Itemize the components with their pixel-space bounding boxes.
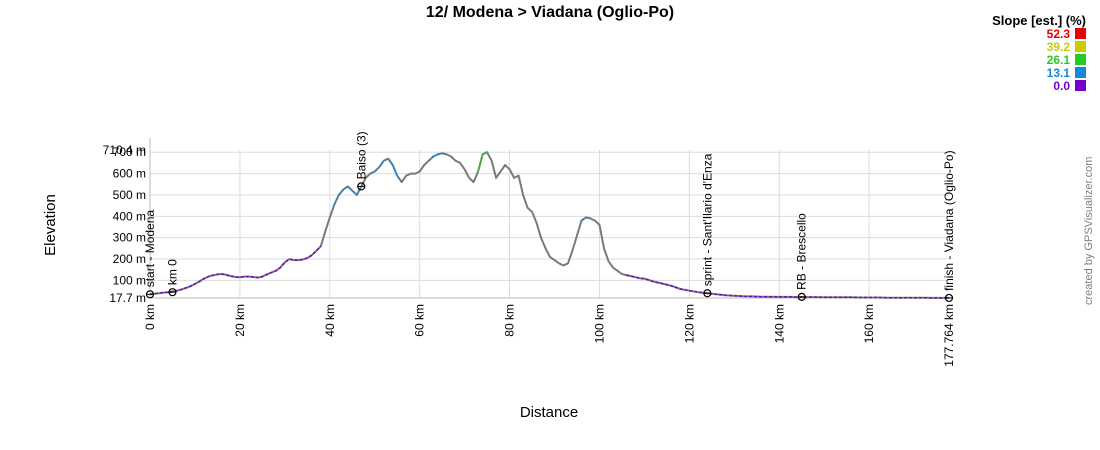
legend-entry-label: 13.1 (1046, 66, 1070, 80)
x-axis-title: Distance (520, 404, 578, 421)
x-tick-label: 40 km (323, 304, 337, 337)
legend-swatch (1075, 41, 1086, 52)
legend-title: Slope [est.] (%) (992, 13, 1086, 28)
y-tick-label: 710.4 m (103, 143, 146, 157)
slope-legend: Slope [est.] (%) 52.3 39.2 26.1 13.1 0.0 (992, 13, 1086, 93)
legend-swatch (1075, 67, 1086, 78)
chart-title: 12/ Modena > Viadana (Oglio-Po) (425, 4, 675, 21)
slope-segment (230, 245, 322, 279)
x-tick-label: 140 km (772, 304, 786, 343)
waypoint-label: finish - Viadana (Oglio-Po) (942, 150, 956, 291)
x-tick-label: 0 km (143, 304, 157, 330)
x-tick-label: 60 km (413, 304, 427, 337)
waypoint-label: sprint - Sant'Ilario d'Enza (700, 153, 714, 286)
waypoint-marker (168, 288, 177, 297)
waypoint-marker (145, 290, 155, 299)
waypoint-marker (797, 292, 806, 301)
y-tick-label: 500 m (113, 188, 146, 202)
legend-entry: 0.0 (992, 80, 1086, 93)
legend-entry-label: 39.2 (1046, 40, 1070, 54)
legend-entry: 52.3 (992, 28, 1086, 41)
x-tick-label: 177.764 km (942, 304, 956, 367)
waypoint-label: RB - Brescello (795, 213, 809, 290)
y-tick-label: 100 m (113, 273, 146, 287)
y-tick-label: 400 m (113, 209, 146, 223)
credit-text: created by GPSVisualizer.com (1083, 156, 1095, 305)
legend-swatch (1075, 54, 1086, 65)
y-tick-label: 17.7 m (109, 291, 146, 305)
waypoint-marker (703, 289, 712, 298)
y-tick-label: 200 m (113, 252, 146, 266)
waypoint-marker (944, 293, 954, 303)
y-tick-label: 600 m (113, 167, 146, 181)
slope-segment (477, 151, 488, 172)
legend-entry-label: 52.3 (1046, 27, 1070, 41)
x-tick-label: 120 km (682, 304, 696, 343)
y-axis-title: Elevation (42, 194, 59, 256)
slope-segment (581, 216, 591, 222)
slope-segment (149, 273, 232, 295)
x-tick-label: 100 km (592, 304, 606, 343)
y-tick-label: 300 m (113, 231, 146, 245)
slope-segment (369, 157, 403, 183)
waypoint-label: start - Modena (143, 210, 157, 288)
legend-entry-label: 0.0 (1053, 79, 1070, 93)
slope-segment (626, 274, 949, 299)
x-tick-label: 160 km (862, 304, 876, 343)
legend-entry: 13.1 (992, 67, 1086, 80)
slope-segment (333, 185, 362, 205)
legend-entry-label: 26.1 (1046, 53, 1070, 67)
legend-entry: 39.2 (992, 41, 1086, 54)
slope-segment (428, 152, 447, 162)
waypoint-label: Baiso (3) (354, 131, 368, 179)
legend-swatch (1075, 28, 1086, 39)
x-tick-label: 80 km (503, 304, 517, 337)
y-tick-label: 700 m (113, 145, 146, 159)
legend-entry: 26.1 (992, 54, 1086, 67)
waypoint-label: km 0 (165, 259, 179, 285)
legend-swatch (1075, 80, 1086, 91)
waypoint-marker (357, 182, 366, 191)
x-tick-label: 20 km (233, 304, 247, 337)
